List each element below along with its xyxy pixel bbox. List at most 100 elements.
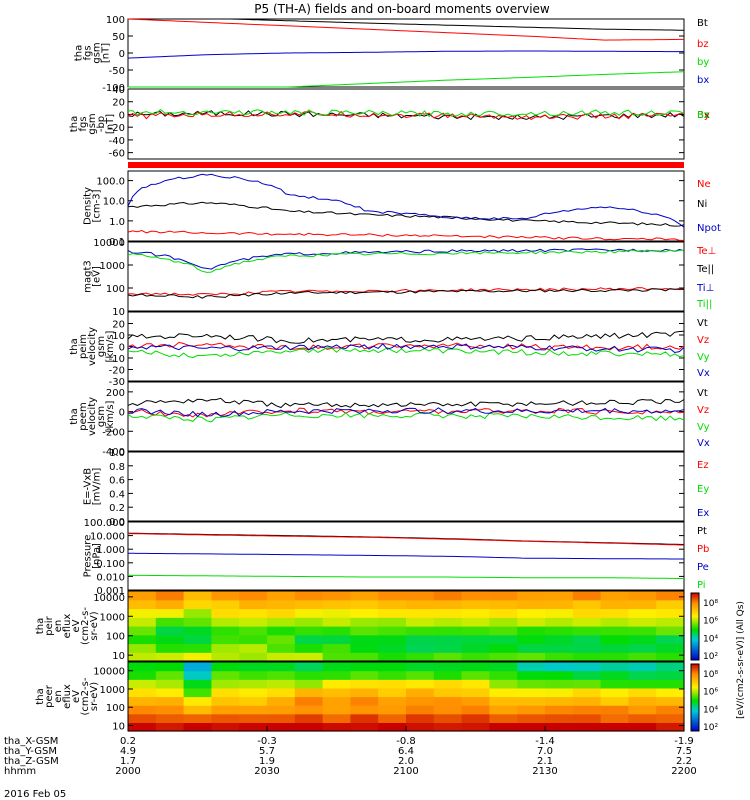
heatmap-cell <box>239 591 268 601</box>
y-axis-label-line: tha <box>69 408 80 424</box>
heatmap-cell <box>572 722 602 732</box>
y-tick-label: 10.000 <box>90 532 125 543</box>
heatmap-cell <box>600 705 629 715</box>
heatmap-cell <box>183 705 212 715</box>
heatmap-cell <box>461 713 490 723</box>
heatmap-cell <box>489 608 518 618</box>
heatmap-cell <box>517 670 546 680</box>
legend-Bx: Bx <box>697 110 710 121</box>
heatmap-cell <box>406 696 435 706</box>
heatmap-cell <box>517 617 546 627</box>
heatmap-cell <box>378 643 407 653</box>
heatmap-cell <box>600 617 629 627</box>
heatmap-cell <box>294 705 324 715</box>
heatmap-cell <box>183 643 212 653</box>
heatmap-cell <box>128 652 157 662</box>
heatmap-cell <box>294 687 324 698</box>
legend-Vx: Vx <box>697 438 710 449</box>
heatmap-cell <box>183 679 212 689</box>
heatmap-cell <box>155 608 185 618</box>
heatmap-cell <box>350 617 379 627</box>
heatmap-cell <box>294 670 324 680</box>
y-axis-label-line: tha <box>69 116 80 132</box>
heatmap-cell <box>517 634 546 645</box>
y-tick-label: 10 <box>112 307 125 318</box>
series-line-bx <box>127 50 684 59</box>
y-axis-label-line: [cm-3] <box>92 189 103 222</box>
heatmap-cell <box>600 687 629 698</box>
panel-peem_velocity: 200 0 -200 -400 thapeemvelocitygsm[km/s] Vt Vz… <box>69 381 710 458</box>
y-tick-label: 100.0 <box>96 177 125 188</box>
y-tick-label: 0.8 <box>109 462 125 473</box>
y-axis-label-line: velocity <box>87 327 98 366</box>
heatmap-cell <box>600 670 629 680</box>
y-axis-label-line: tha <box>35 688 46 704</box>
heatmap-cell <box>322 713 351 723</box>
heatmap-cell <box>350 679 379 689</box>
x-axis: tha_X-GSM 0.2 -0.3 -0.8 -1.4 -1.9 tha_Y-GSM 4.9… <box>4 726 697 777</box>
heatmap-cell <box>545 696 574 706</box>
legend-Pe: Pe <box>697 562 709 573</box>
heatmap-cell <box>322 687 351 698</box>
heatmap-cell <box>656 670 685 680</box>
series-line-By <box>127 110 685 120</box>
heatmap-cell <box>572 662 602 672</box>
y-axis-label-line: en <box>53 620 64 633</box>
heatmap-cell <box>322 679 351 689</box>
heatmap-cell <box>572 599 602 610</box>
heatmap-cell <box>350 652 379 662</box>
heatmap-cell <box>211 687 240 698</box>
x-tick-label: -0.8 <box>396 736 416 747</box>
heatmap-cell <box>545 599 574 610</box>
heatmap-cell <box>183 617 212 627</box>
legend-Npot: Npot <box>697 223 721 234</box>
heatmap-cell <box>322 643 351 653</box>
y-axis-label: thafgsgsm[nT] <box>74 42 112 63</box>
colorbar-bar <box>690 663 700 732</box>
y-tick-label: 1000 <box>100 261 125 272</box>
x-tick-label: 2.0 <box>398 756 414 767</box>
legend-Bz: Bz <box>697 110 709 121</box>
series-line-Vz <box>127 341 685 351</box>
heatmap-cell <box>128 687 157 698</box>
legend-Ti||: Ti|| <box>696 299 712 310</box>
x-tick-label: 2130 <box>532 766 557 777</box>
heatmap-cell <box>183 599 212 610</box>
heatmap-cell <box>267 626 296 636</box>
y-tick-label: -20 <box>109 366 125 377</box>
x-tick-label: 4.9 <box>120 746 136 757</box>
heatmap-cell <box>406 591 435 601</box>
heatmap-cell <box>628 608 657 618</box>
heatmap-cell <box>239 670 268 680</box>
heatmap-cell <box>433 713 463 723</box>
heatmap-cell <box>517 687 546 698</box>
heatmap-cell <box>239 599 268 610</box>
heatmap-cell <box>183 670 212 680</box>
heatmap-cell <box>461 599 490 610</box>
panel-frame <box>127 521 685 591</box>
heatmap-cell <box>267 722 296 732</box>
heatmap-cell <box>322 599 351 610</box>
heatmap-cell <box>378 599 407 610</box>
y-axis-label-line: Pressure <box>83 535 94 578</box>
heatmap-cell <box>350 643 379 653</box>
heatmap-cell <box>211 662 240 672</box>
heatmap-cell <box>517 643 546 653</box>
heatmap-cell <box>267 670 296 680</box>
legend-Pb: Pb <box>697 544 709 555</box>
heatmap-cell <box>211 670 240 680</box>
y-tick-label: 0.010 <box>96 572 125 583</box>
heatmap-cell <box>406 670 435 680</box>
y-axis-label-line: eflux <box>62 684 73 709</box>
heatmap-cell <box>128 679 157 689</box>
heatmap-cell <box>294 608 324 618</box>
colorbar-2: 10⁸ 10⁶ 10⁴ 10² <box>690 663 718 733</box>
heatmap-cell <box>322 662 351 672</box>
panel-fgs_gsm: 100 50 0 -50 -100 thafgsgsm[nT] Bt bz by bx <box>74 15 710 94</box>
y-tick-label: 0 <box>119 408 125 419</box>
heatmap-cell <box>489 696 518 706</box>
y-tick-label: 100 <box>106 632 125 643</box>
heatmap-cell <box>572 617 602 627</box>
series-line-Vx <box>127 407 685 418</box>
heatmap-cell <box>433 608 463 618</box>
